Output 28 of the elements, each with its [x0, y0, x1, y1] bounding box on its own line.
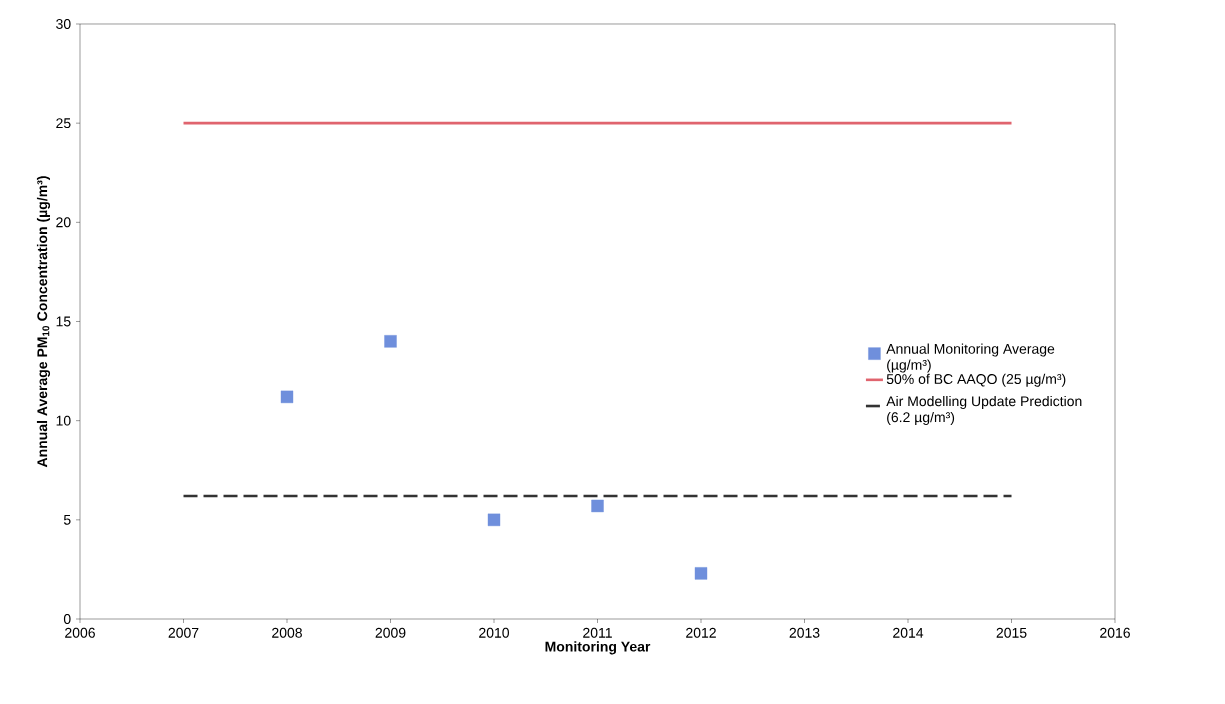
y-tick-label: 5 — [63, 514, 71, 525]
x-tick-label: 2006 — [65, 627, 95, 638]
point — [694, 567, 708, 580]
x-tick-label: 2014 — [893, 627, 924, 638]
x-tick-label: 2007 — [168, 627, 199, 638]
x-tick-label: 2013 — [789, 627, 820, 638]
legend-label: Air Modelling Update Prediction (6.2 µg/m³) — [886, 395, 1082, 425]
point — [591, 499, 604, 513]
x-tick-label: 2012 — [686, 627, 716, 638]
y-tick-label: 15 — [56, 316, 71, 327]
legend-label: 50% of BC AAQO (25 µg/m³) — [886, 373, 1066, 387]
y-tick-label: 0 — [63, 614, 71, 624]
y-tick-label: 30 — [56, 19, 71, 29]
legend-label: Annual Monitoring Average (µg/m³) — [886, 343, 1055, 373]
x-tick-label: 2009 — [375, 627, 406, 638]
x-tick-label: 2011 — [583, 627, 612, 638]
x-axis-title: Monitoring Year — [545, 641, 651, 655]
point — [384, 335, 397, 348]
y-tick-label: 20 — [56, 217, 71, 228]
point — [487, 513, 501, 527]
x-tick-label: 2008 — [272, 627, 302, 638]
x-tick-label: 2016 — [1100, 627, 1130, 638]
x-tick-label: 2015 — [996, 627, 1027, 638]
y-tick-label: 25 — [56, 118, 71, 129]
y-tick-label: 10 — [56, 415, 71, 426]
x-tick-label: 2010 — [479, 627, 510, 638]
y-axis-title: Annual Average PM$_{10}$ Concentration (µg/m³) — [36, 176, 51, 468]
point — [280, 390, 294, 404]
